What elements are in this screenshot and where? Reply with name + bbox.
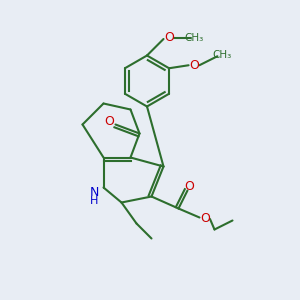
Text: CH₃: CH₃ <box>185 33 204 43</box>
Text: O: O <box>189 59 199 72</box>
Text: H: H <box>90 196 99 206</box>
Text: O: O <box>105 115 114 128</box>
Text: O: O <box>184 179 194 193</box>
Text: O: O <box>164 31 174 44</box>
Text: CH₃: CH₃ <box>212 50 232 60</box>
Text: O: O <box>200 212 210 225</box>
Text: N: N <box>90 186 99 200</box>
